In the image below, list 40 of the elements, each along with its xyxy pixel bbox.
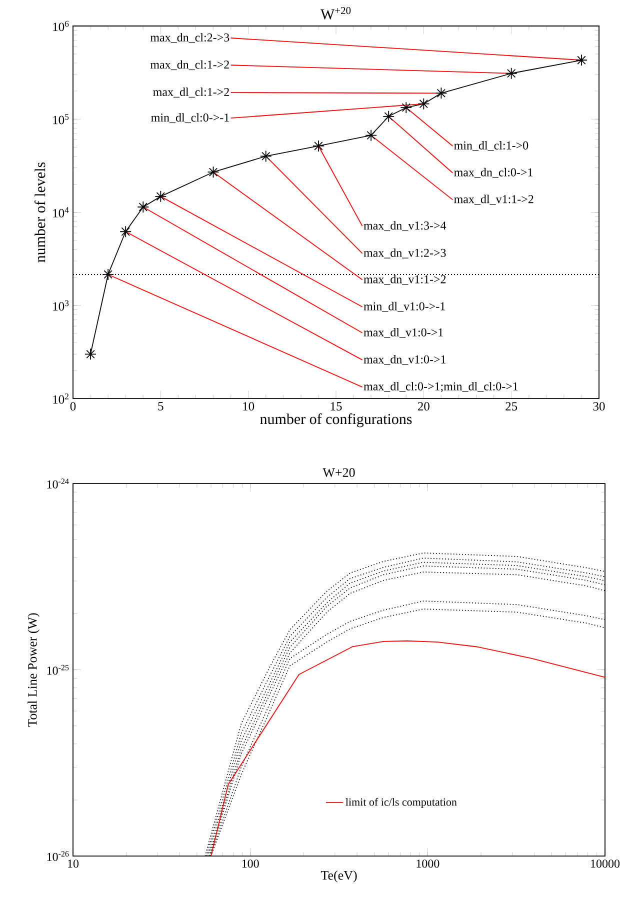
annotation: max_dn_cl:0->1 <box>454 168 533 178</box>
annotation: min_dl_cl:1->0 <box>454 141 528 151</box>
annotation: max_dn_v1:3->4 <box>364 221 446 232</box>
y-tick-label: 10$^{4}$ <box>53 207 69 218</box>
annotation: min_dl_v1:0->-1 <box>364 302 445 312</box>
x-tick-label: 10 <box>68 860 79 868</box>
y-tick-label: 10$^{6}$ <box>53 20 69 32</box>
x-tick-label: 0 <box>70 402 76 411</box>
legend-label: limit of ic/ls computation <box>346 798 457 808</box>
x-tick-label: 10000 <box>591 860 620 868</box>
annotation: max_dl_v1:0->1 <box>364 328 443 338</box>
y-tick-label: 10$^{-24}$ <box>47 478 69 488</box>
x-tick-label: 25 <box>506 402 518 411</box>
x-tick-label: 30 <box>593 402 605 411</box>
x-axis-title: Te(eV) <box>320 870 357 882</box>
x-tick-label: 1000 <box>416 860 440 868</box>
annotation: max_dl_v1:1->2 <box>454 194 534 205</box>
annotation: max_dn_v1:0->1 <box>364 354 446 365</box>
x-axis-title: number of configurations <box>260 413 412 428</box>
annotation: max_dn_v1:2->3 <box>364 248 446 258</box>
x-tick-label: 5 <box>158 402 164 410</box>
y-tick-label: 10$^{-26}$ <box>47 851 69 861</box>
y-axis-title: Total Line Power (W) <box>28 613 40 727</box>
y-axis-title: number of levels <box>34 162 46 262</box>
y-tick-label: 10$^{2}$ <box>53 393 68 404</box>
chart-title: W+20 <box>322 468 355 478</box>
y-tick-label: 10$^{3}$ <box>53 300 69 311</box>
annotation: max_dn_v1:1->2 <box>364 274 446 285</box>
x-tick-label: 15 <box>330 402 342 410</box>
annotation: max_dl_cl:1->2 <box>153 88 229 98</box>
annotation: min_dl_cl:0->-1 <box>151 113 229 124</box>
x-tick-label: 100 <box>242 860 259 868</box>
annotation: max_dn_cl:1->2 <box>150 60 229 70</box>
y-tick-label: 10$^{-25}$ <box>47 664 69 675</box>
x-tick-label: 20 <box>418 402 430 411</box>
annotation: max_dn_cl:2->3 <box>150 33 230 43</box>
annotation: max_dl_cl:0->1;min_dl_cl:0->1 <box>364 382 518 392</box>
chart-title: W$^{+20}$ <box>320 7 351 20</box>
x-tick-label: 10 <box>243 402 254 411</box>
y-tick-label: 10$^{5}$ <box>53 114 69 124</box>
